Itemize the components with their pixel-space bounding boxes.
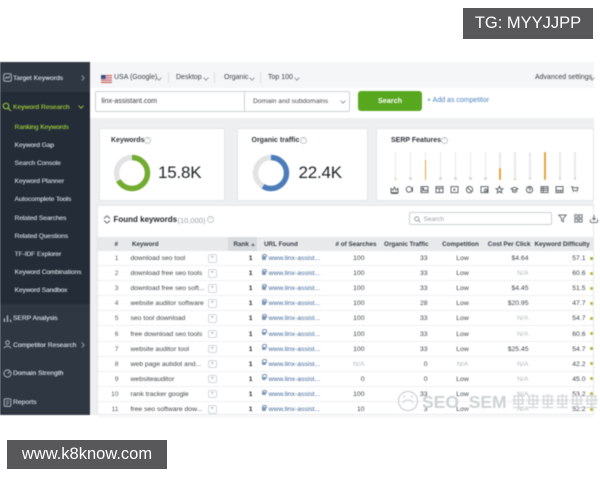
svg-text:SEO_SEM: SEO_SEM — [422, 392, 507, 412]
